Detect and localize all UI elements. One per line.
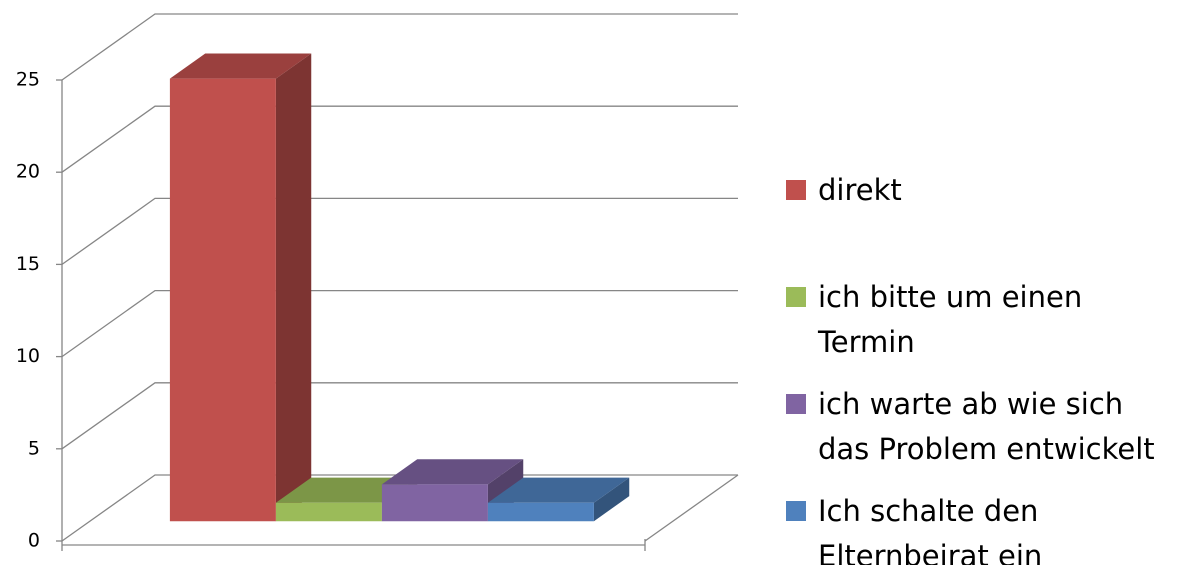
y-tick-label: 25	[16, 69, 40, 91]
y-tick-label: 5	[28, 437, 40, 459]
y-tick-label: 15	[16, 253, 40, 275]
bar-side	[593, 477, 630, 522]
y-tick-label: 10	[16, 345, 40, 367]
legend-swatch	[786, 394, 806, 414]
bar	[487, 502, 594, 522]
grid-line	[61, 289, 738, 358]
bar	[275, 502, 382, 522]
y-tick-label: 20	[16, 161, 40, 183]
legend-swatch	[786, 501, 806, 521]
floor-edge	[644, 474, 739, 542]
bar-top	[381, 459, 524, 485]
bar-side	[275, 53, 312, 522]
grid-line	[61, 382, 738, 450]
legend-label: ich bitte um einen Termin	[818, 280, 1083, 359]
bar-top	[487, 477, 630, 503]
grid-line	[61, 197, 738, 265]
legend-swatch	[786, 180, 806, 200]
chart: 0 5 10 15 20 25	[16, 13, 739, 552]
bar-top	[169, 53, 312, 79]
grid-line	[61, 474, 738, 542]
legend-label: Ich schalte den Elternbeirat ein	[818, 494, 1043, 565]
y-tick-label: 0	[28, 530, 40, 552]
legend-swatch	[786, 287, 806, 307]
bar	[169, 78, 276, 522]
grid-line	[61, 105, 738, 173]
legend-label: ich warte ab wie sich das Problem entwic…	[818, 387, 1155, 466]
grid-line	[61, 13, 738, 81]
legend-label: direkt	[818, 173, 902, 207]
bar	[381, 484, 488, 522]
